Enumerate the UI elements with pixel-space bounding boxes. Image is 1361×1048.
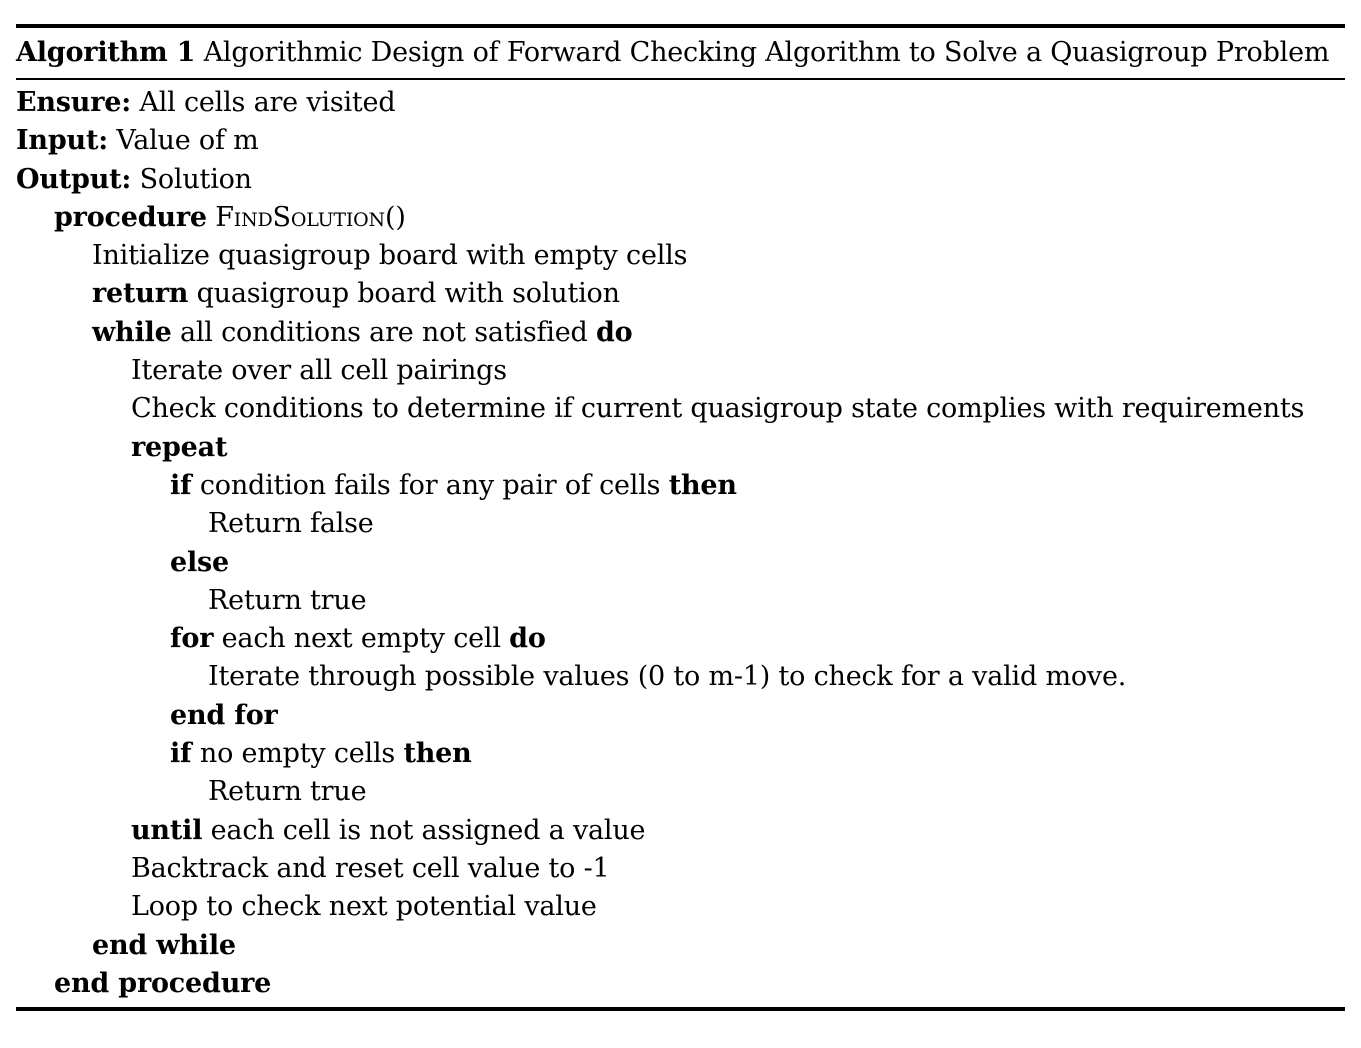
iterate-values-line: Iterate through possible values (0 to m-… — [16, 658, 1345, 696]
return-true-text: Return true — [208, 584, 367, 616]
backtrack-line: Backtrack and reset cell value to -1 — [16, 850, 1345, 888]
until-keyword: until — [131, 814, 203, 846]
procedure-parens: () — [384, 201, 406, 233]
for-text: each next empty cell — [221, 623, 501, 655]
if-fails-condition: condition fails for any pair of cells — [199, 469, 661, 501]
if-empty-condition: no empty cells — [199, 738, 396, 770]
else-keyword: else — [170, 546, 230, 578]
procedure-keyword: procedure — [54, 201, 207, 233]
if-fails-line: if condition fails for any pair of cells… — [16, 467, 1345, 505]
else-line: else — [16, 544, 1345, 582]
for-do-keyword: do — [509, 623, 546, 655]
top-rule — [16, 24, 1345, 28]
output-keyword: Output: — [16, 163, 132, 195]
end-procedure-line: end procedure — [16, 965, 1345, 1003]
for-keyword: for — [170, 623, 214, 655]
ensure-line: Ensure: All cells are visited — [16, 84, 1345, 122]
initialize-text: Initialize quasigroup board with empty c… — [92, 240, 688, 272]
if-empty-keyword: if — [170, 738, 192, 770]
caption-label: Algorithm 1 — [16, 37, 196, 68]
until-condition: each cell is not assigned a value — [210, 814, 646, 846]
return-keyword: return — [92, 278, 189, 310]
ensure-keyword: Ensure: — [16, 87, 132, 118]
then-keyword: then — [668, 469, 737, 501]
return-true-2-text: Return true — [208, 776, 367, 808]
loop-text: Loop to check next potential value — [131, 891, 597, 923]
until-line: until each cell is not assigned a value — [16, 812, 1345, 850]
algorithm-block: Algorithm 1 Algorithmic Design of Forwar… — [16, 24, 1345, 1012]
backtrack-text: Backtrack and reset cell value to -1 — [131, 852, 610, 884]
initialize-line: Initialize quasigroup board with empty c… — [16, 237, 1345, 275]
input-keyword: Input: — [16, 125, 109, 157]
end-while-line: end while — [16, 927, 1345, 965]
while-condition: all conditions are not satisfied — [179, 316, 588, 348]
end-procedure-keyword: end procedure — [54, 967, 272, 999]
output-text: Solution — [139, 163, 253, 195]
repeat-line: repeat — [16, 429, 1345, 467]
procedure-name: FindSolution — [215, 201, 385, 233]
ensure-text: All cells are visited — [139, 87, 396, 118]
procedure-line: procedure FindSolution() — [16, 199, 1345, 237]
if-empty-line: if no empty cells then — [16, 735, 1345, 773]
for-line: for each next empty cell do — [16, 620, 1345, 658]
iterate-pairings-line: Iterate over all cell pairings — [16, 352, 1345, 390]
bottom-rule — [16, 1007, 1345, 1012]
end-while-keyword: end while — [92, 929, 236, 961]
return-true-2-line: Return true — [16, 773, 1345, 811]
check-conditions-text: Check conditions to determine if current… — [131, 393, 1305, 425]
input-text: Value of m — [116, 125, 259, 157]
algorithm-caption: Algorithm 1 Algorithmic Design of Forwar… — [16, 34, 1345, 72]
end-for-line: end for — [16, 697, 1345, 735]
repeat-keyword: repeat — [131, 431, 228, 463]
return-true-line: Return true — [16, 582, 1345, 620]
check-conditions-line: Check conditions to determine if current… — [16, 390, 1345, 428]
return-text: quasigroup board with solution — [196, 278, 620, 310]
return-line: return quasigroup board with solution — [16, 275, 1345, 313]
caption-rule — [16, 78, 1345, 80]
do-keyword: do — [596, 316, 633, 348]
if-empty-then-keyword: then — [403, 738, 472, 770]
input-line: Input: Value of m — [16, 122, 1345, 160]
return-false-text: Return false — [208, 508, 374, 540]
output-line: Output: Solution — [16, 161, 1345, 199]
end-for-keyword: end for — [170, 699, 278, 731]
while-keyword: while — [92, 316, 172, 348]
while-line: while all conditions are not satisfied d… — [16, 314, 1345, 352]
return-false-line: Return false — [16, 505, 1345, 543]
iterate-pairings-text: Iterate over all cell pairings — [131, 355, 507, 387]
caption-text: Algorithmic Design of Forward Checking A… — [203, 37, 1330, 68]
loop-line: Loop to check next potential value — [16, 888, 1345, 926]
iterate-values-text: Iterate through possible values (0 to m-… — [208, 661, 1127, 693]
if-keyword: if — [170, 469, 192, 501]
